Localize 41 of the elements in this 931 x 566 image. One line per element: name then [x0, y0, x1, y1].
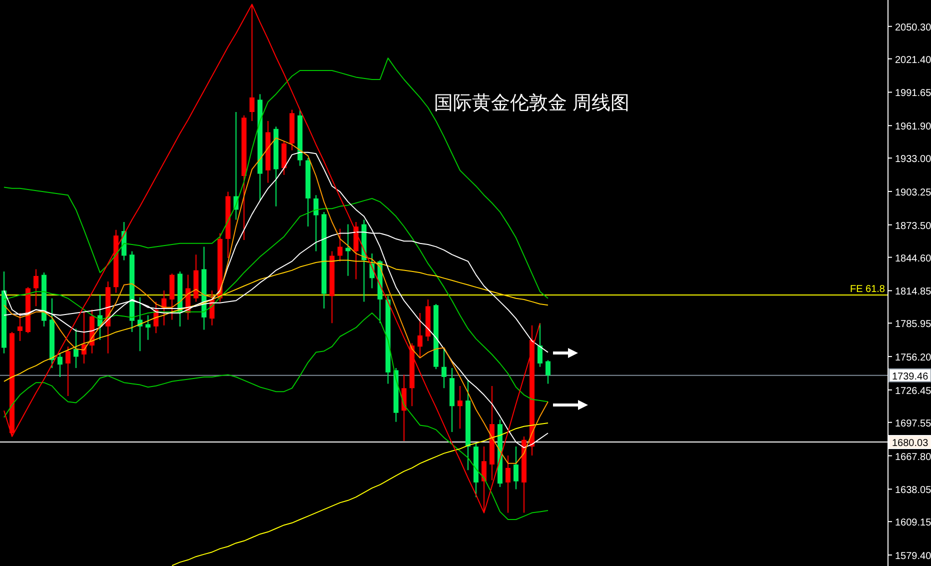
line-series	[4, 198, 548, 402]
candlestick	[458, 385, 462, 430]
line-series	[4, 260, 548, 382]
line-series	[4, 58, 548, 299]
y-tick-label: 1638.05	[895, 485, 931, 496]
candlestick	[58, 352, 62, 378]
y-tick-label: 1961.90	[895, 122, 931, 133]
y-tick-label: 1814.85	[895, 286, 931, 298]
candlestick	[514, 446, 518, 490]
y-tick-label: 1844.60	[895, 253, 931, 264]
candlestick	[442, 347, 446, 389]
y-tick-label: 2050.30	[895, 22, 931, 34]
y-tick-label: 1991.65	[895, 88, 931, 100]
ref-line-label: FE 61.8	[850, 284, 886, 296]
candlestick	[314, 194, 318, 252]
line-series	[172, 422, 548, 566]
candlestick	[146, 314, 150, 340]
candlestick	[74, 328, 78, 368]
y-tick-label: 2021.40	[895, 54, 931, 66]
title: 国际黄金伦敦金 周线图	[434, 93, 630, 114]
candlestick	[538, 322, 542, 368]
candlestick	[34, 268, 38, 307]
y-tick-label: 1903.25	[895, 187, 931, 198]
y-tick-label: 1697.55	[895, 418, 931, 430]
y-tick-label: 1579.40	[895, 551, 931, 562]
line-series	[4, 312, 548, 520]
candlestick	[418, 312, 422, 358]
y-tick-label: 1873.50	[895, 220, 931, 232]
y-tick-label: 1785.95	[895, 319, 931, 330]
candlestick	[338, 228, 342, 262]
y-tick-label: 1609.15	[895, 518, 931, 529]
y-tick-label: 1933.00	[895, 154, 931, 166]
candlestick	[546, 360, 550, 384]
candlestick	[18, 312, 22, 342]
y-tick-label: 1726.45	[895, 386, 931, 397]
ref-line-label: 1680.03	[892, 438, 929, 450]
y-tick-label: 1667.80	[895, 452, 931, 463]
candlestick	[66, 346, 70, 397]
ref-line-label: 1739.46	[892, 371, 929, 382]
y-tick-label: 1756.20	[895, 352, 931, 364]
candlestick	[506, 455, 510, 514]
